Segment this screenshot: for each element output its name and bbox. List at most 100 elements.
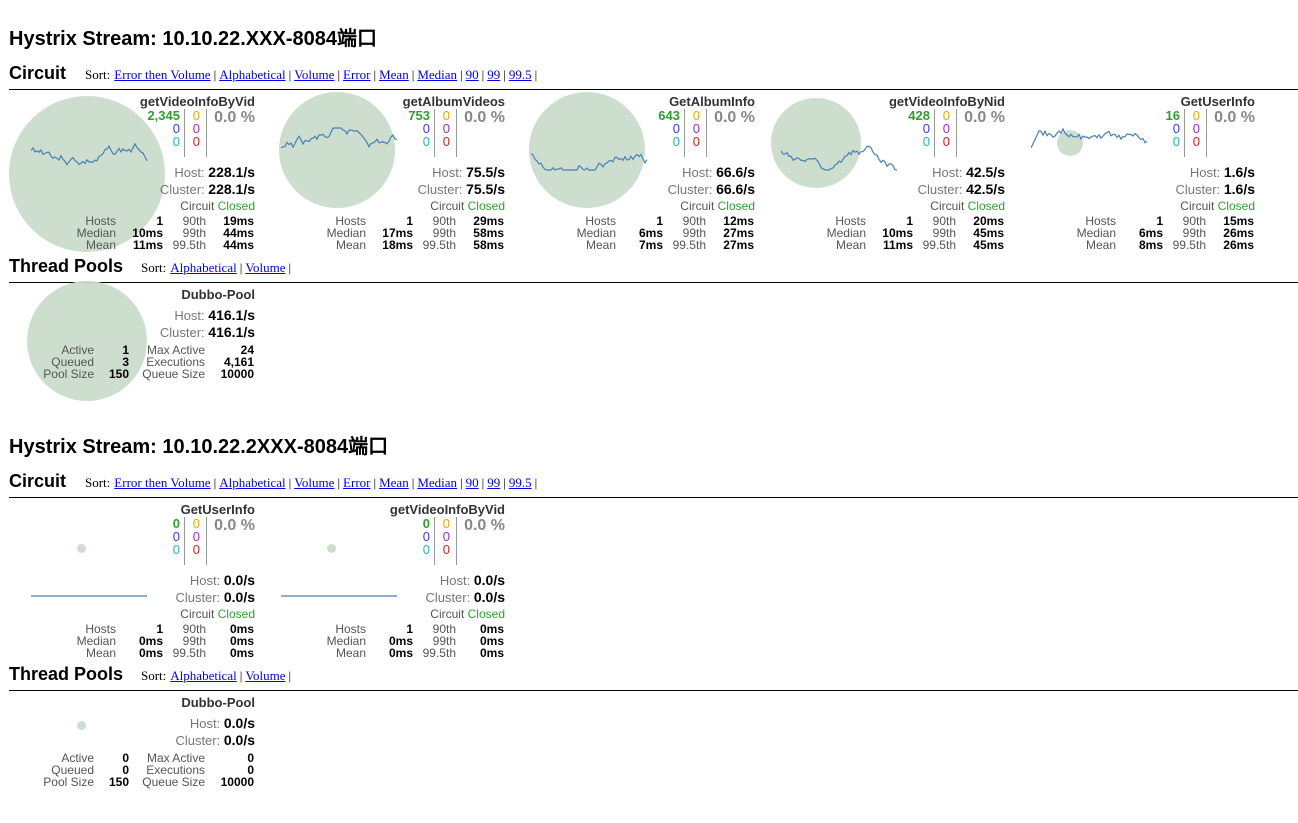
stat-label: 99.5th	[172, 238, 206, 252]
pool-sort-volume[interactable]: Volume	[245, 668, 286, 683]
pool-stats: Active 0 Max Active 0 Queued 0 Executions 0 Pool…	[9, 752, 255, 788]
pool-cluster-rate: Cluster: 0.0/s	[175, 732, 255, 748]
circuit-sort-99-5[interactable]: 99.5	[508, 67, 532, 82]
circuit-sort-99[interactable]: 99	[487, 475, 501, 490]
stat-value: 27ms	[723, 226, 754, 240]
pool-host-rate-value: 0.0/s	[223, 715, 255, 731]
stat-value: 0	[247, 751, 254, 765]
stat-value: 150	[108, 367, 129, 381]
stat-value: 150	[108, 775, 129, 789]
circuit-sort-bar: Sort: Error then Volume | Alphabetical | Volu…	[85, 67, 540, 83]
counter-short-circuited: 0	[172, 529, 180, 544]
counter-rejected: 0	[442, 121, 450, 136]
stat-label: 99th	[1182, 226, 1206, 240]
circuit-sort-99-5[interactable]: 99.5	[508, 475, 532, 490]
circuit-sort-90[interactable]: 90	[465, 67, 479, 82]
host-label: Host:	[174, 165, 205, 180]
stat-label: Hosts	[835, 214, 866, 228]
sort-label: Sort:	[141, 260, 167, 275]
counter-rejected: 0	[1192, 121, 1200, 136]
stat-value: 0ms	[229, 646, 254, 660]
stat-value: 11ms	[882, 238, 913, 252]
cluster-label: Cluster:	[667, 182, 713, 197]
circuit-monitor[interactable]: getVideoInfoByVid 0 0 0 0 0 0 0.0 % Host: 0.0/s C…	[259, 502, 505, 667]
circuit-sort-99[interactable]: 99	[487, 67, 501, 82]
sort-separator: |	[460, 67, 463, 82]
stream-panel: Hystrix Stream: 10.10.22.2XXX-8084端口 Circ…	[9, 430, 1298, 820]
cluster-rate: Cluster: 228.1/s	[160, 181, 255, 197]
circuit-status: Circuit Closed	[680, 199, 755, 213]
circuit-status-value: Closed	[967, 199, 1005, 213]
circuit-sort-error[interactable]: Error	[343, 67, 371, 82]
circuit-sort-alphabetical[interactable]: Alphabetical	[219, 67, 286, 82]
pool-name: Dubbo-Pool	[181, 695, 255, 710]
sparkline-path	[781, 145, 898, 171]
pool-sort-volume[interactable]: Volume	[245, 260, 286, 275]
circuit-sort-median[interactable]: Median	[417, 475, 458, 490]
cluster-label: Cluster:	[417, 182, 463, 197]
request-counters: 0 0 0 0 0 0 0.0 %	[125, 517, 255, 565]
host-label: Host:	[932, 165, 963, 180]
stat-value: 26ms	[1223, 238, 1254, 252]
counter-short-circuited: 0	[922, 121, 930, 136]
counter-bad-request: 0	[422, 134, 430, 149]
circuit-name: GetAlbumInfo	[669, 94, 755, 109]
stat-value: 20ms	[973, 214, 1004, 228]
host-rate-value: 42.5/s	[966, 164, 1005, 180]
circuit-sort-90[interactable]: 90	[465, 475, 479, 490]
circuit-status-value: Closed	[217, 607, 255, 621]
stat-label: Mean	[85, 646, 116, 660]
circuit-sort-mean[interactable]: Mean	[379, 67, 409, 82]
counter-success: 0	[172, 516, 180, 531]
stat-label: 99.5th	[172, 646, 206, 660]
thread-pool-monitor[interactable]: Dubbo-Pool Host: 0.0/s Cluster: 0.0/s Activ…	[9, 695, 255, 795]
circuit-status: Circuit Closed	[180, 199, 255, 213]
counter-failure: 0	[442, 134, 450, 149]
stat-label: Queue Size	[142, 775, 205, 789]
host-label: Host:	[189, 716, 221, 731]
circuit-sort-error[interactable]: Error	[343, 475, 371, 490]
pool-sort-alphabetical[interactable]: Alphabetical	[170, 668, 237, 683]
circuit-sort-median[interactable]: Median	[417, 67, 458, 82]
circuit-monitor[interactable]: getVideoInfoByVid 2,345 0 0 0 0 0 0.0 % Host: 22…	[9, 94, 255, 259]
circuit-sort-error-then-volume[interactable]: Error then Volume	[114, 475, 211, 490]
volume-bubble	[279, 92, 395, 208]
pool-host-rate-value: 416.1/s	[208, 307, 255, 323]
latency-stats: Hosts 1 90th 0ms Median 0ms 99th 0ms Mean 0ms 99.5…	[9, 623, 255, 659]
circuit-sort-volume[interactable]: Volume	[294, 67, 335, 82]
counter-short-circuited: 0	[422, 529, 430, 544]
counter-column-left: 428 0 0	[880, 109, 930, 148]
counter-failure: 0	[442, 542, 450, 557]
error-percentage: 0.0 %	[964, 109, 1005, 126]
stat-label: Mean	[335, 646, 366, 660]
circuit-monitor[interactable]: getVideoInfoByNid 428 0 0 0 0 0 0.0 % Host: 42.5…	[759, 94, 1005, 259]
cluster-rate: Cluster: 66.6/s	[668, 181, 755, 197]
cluster-label: Cluster:	[159, 325, 205, 340]
host-rate-value: 0.0/s	[473, 572, 505, 588]
circuit-sort-volume[interactable]: Volume	[294, 475, 335, 490]
stat-value: 27ms	[723, 238, 754, 252]
circuit-monitor[interactable]: GetAlbumInfo 643 0 0 0 0 0 0.0 % Host: 66.6/s Clu…	[509, 92, 755, 259]
circuit-monitor[interactable]: GetUserInfo 16 0 0 0 0 0 0.0 % Host: 1.6/s Cluste…	[1009, 94, 1255, 259]
request-counters: 428 0 0 0 0 0 0.0 %	[875, 109, 1005, 157]
circuit-monitor[interactable]: GetUserInfo 0 0 0 0 0 0 0.0 % Host: 0.0/s Cluster…	[9, 502, 255, 667]
host-label: Host:	[682, 165, 713, 180]
sort-label: Sort:	[141, 668, 167, 683]
counter-bad-request: 0	[672, 134, 680, 149]
circuit-monitor[interactable]: getAlbumVideos 753 0 0 0 0 0 0.0 % Host: 75.5/s C…	[259, 92, 505, 259]
thread-pool-monitor[interactable]: Dubbo-Pool Host: 416.1/s Cluster: 416.1/s A…	[9, 281, 255, 401]
stats-row: Median 10ms 99th 45ms	[759, 227, 1005, 239]
cluster-label: Cluster:	[917, 182, 963, 197]
counter-rejected: 0	[442, 529, 450, 544]
pool-sort-alphabetical[interactable]: Alphabetical	[170, 260, 237, 275]
stat-label: Mean	[335, 238, 366, 252]
circuit-sort-mean[interactable]: Mean	[379, 475, 409, 490]
circuit-sort-alphabetical[interactable]: Alphabetical	[219, 475, 286, 490]
stats-row: Mean 11ms 99.5th 45ms	[759, 239, 1005, 251]
circuit-sort-error-then-volume[interactable]: Error then Volume	[114, 67, 211, 82]
cluster-rate-value: 0.0/s	[223, 589, 255, 605]
stat-value: 6ms	[638, 226, 663, 240]
sparkline-path	[531, 153, 648, 171]
